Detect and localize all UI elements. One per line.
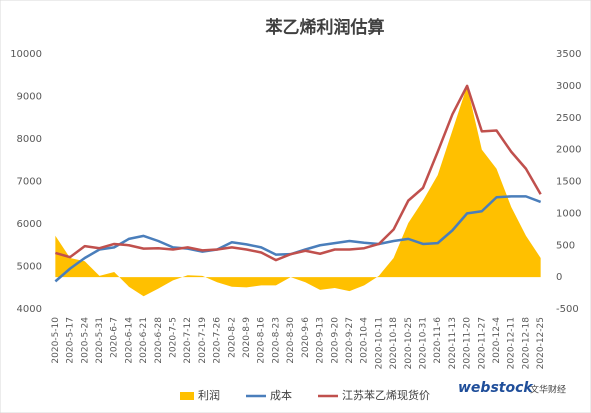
x-tick-label: 2020-11-27 xyxy=(477,317,487,369)
x-tick-label: 2020-12-11 xyxy=(507,317,517,369)
x-tick-label: 2020-11-13 xyxy=(448,317,458,369)
y2-tick-label: -500 xyxy=(556,304,579,315)
watermark-brand: webstock xyxy=(458,380,534,396)
x-tick-label: 2020-9-27 xyxy=(345,317,355,364)
y2-tick-label: 0 xyxy=(556,272,562,283)
x-tick-label: 2020-9-13 xyxy=(316,317,326,364)
x-tick-label: 2020-8-2 xyxy=(227,317,237,358)
y2-tick-label: 2000 xyxy=(556,145,581,156)
x-tick-label: 2020-9-6 xyxy=(301,317,311,358)
x-tick-label: 2020-8-9 xyxy=(242,317,252,358)
y-tick-label: 7000 xyxy=(17,177,42,188)
y-tick-label: 10000 xyxy=(10,49,42,60)
x-tick-label: 2020-10-11 xyxy=(374,317,384,369)
x-tick-label: 2020-12-25 xyxy=(536,317,546,369)
legend-label: 江苏苯乙烯现货价 xyxy=(342,388,430,402)
x-tick-label: 2020-6-14 xyxy=(124,317,134,364)
chart-title: 苯乙烯利润估算 xyxy=(265,17,385,38)
x-tick-label: 2020-5-10 xyxy=(51,317,61,364)
x-tick-label: 2020-7-12 xyxy=(183,317,193,364)
x-tick-label: 2020-5-31 xyxy=(95,317,105,364)
line xyxy=(55,84,542,262)
y2-tick-label: 2500 xyxy=(556,113,581,124)
x-tick-label: 2020-10-31 xyxy=(419,317,429,369)
y-tick-label: 9000 xyxy=(17,92,42,103)
x-tick-label: 2020-5-24 xyxy=(80,317,90,364)
x-tick-label: 2020-9-20 xyxy=(330,317,340,364)
x-tick-label: 2020-11-20 xyxy=(463,317,473,370)
y2-tick-label: 3000 xyxy=(556,81,581,92)
x-tick-label: 2020-6-7 xyxy=(110,317,120,358)
x-tick-label: 2020-6-28 xyxy=(154,317,164,364)
x-tick-label: 2020-7-26 xyxy=(213,317,223,364)
y2-tick-label: 1500 xyxy=(556,177,581,188)
legend-label: 利润 xyxy=(198,388,220,402)
x-tick-label: 2020-8-30 xyxy=(286,317,296,364)
y-tick-label: 4000 xyxy=(17,304,42,315)
watermark-sub: 文华财经 xyxy=(530,384,566,396)
x-tick-label: 2020-12-18 xyxy=(521,317,531,370)
x-tick-label: 2020-10-4 xyxy=(360,317,370,364)
y2-tick-label: 1000 xyxy=(556,208,581,219)
x-tick-label: 2020-11-6 xyxy=(433,317,443,364)
legend-label: 成本 xyxy=(270,388,292,402)
x-tick-label: 2020-7-5 xyxy=(169,317,179,358)
x-tick-label: 2020-8-16 xyxy=(257,317,267,364)
y-tick-label: 8000 xyxy=(17,134,42,145)
y-tick-label: 5000 xyxy=(17,262,42,273)
x-tick-label: 2020-5-17 xyxy=(66,317,76,364)
y-tick-label: 6000 xyxy=(17,219,42,230)
x-tick-label: 2020-10-25 xyxy=(404,317,414,369)
x-tick-label: 2020-10-18 xyxy=(389,317,399,370)
x-tick-label: 2020-8-23 xyxy=(271,317,281,364)
x-tick-label: 2020-7-19 xyxy=(198,317,208,364)
x-tick-label: 2020-6-21 xyxy=(139,317,149,364)
y2-tick-label: 500 xyxy=(556,240,575,251)
y2-tick-label: 3500 xyxy=(556,49,581,60)
x-tick-label: 2020-12-4 xyxy=(492,317,502,364)
legend-swatch xyxy=(180,392,194,400)
